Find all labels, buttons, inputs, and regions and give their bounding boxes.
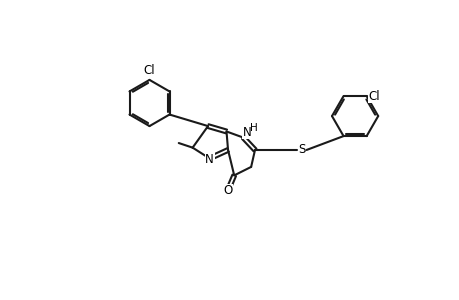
Text: S: S — [297, 143, 305, 157]
Text: O: O — [223, 184, 232, 197]
Text: N: N — [205, 153, 213, 166]
Text: Cl: Cl — [143, 64, 155, 77]
Text: H: H — [249, 123, 257, 133]
Text: N: N — [242, 126, 251, 139]
Text: Cl: Cl — [368, 90, 379, 103]
